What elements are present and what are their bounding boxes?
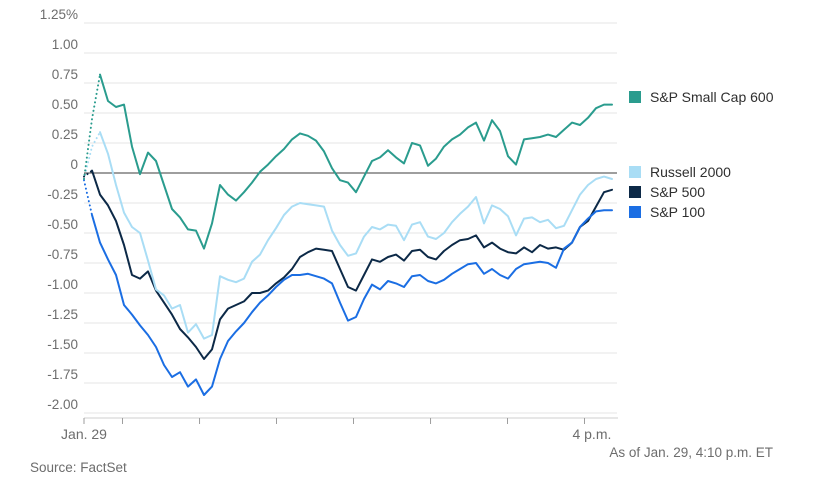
y-axis-tick-label: -2.00 xyxy=(47,397,78,412)
x-axis-label: 4 p.m. xyxy=(572,426,611,442)
y-axis-tick-label: 0.25 xyxy=(52,127,78,142)
legend-item-s-p-500: S&P 500 xyxy=(629,184,705,200)
legend-swatch-icon xyxy=(629,91,641,103)
y-axis-tick-label: 0.75 xyxy=(52,67,78,82)
legend-label: S&P 100 xyxy=(650,204,706,220)
series-line-dotted-s-p-500 xyxy=(83,169,93,178)
legend-swatch-icon xyxy=(629,186,641,198)
y-axis-tick-label: 1.25% xyxy=(40,7,78,22)
y-axis-tick-label: 0 xyxy=(70,157,78,172)
as-of-timestamp: As of Jan. 29, 4:10 p.m. ET xyxy=(609,445,773,460)
y-axis-tick-label: -0.50 xyxy=(47,217,78,232)
legend-label: S&P 500 xyxy=(650,184,706,200)
x-axis-label: Jan. 29 xyxy=(61,426,107,442)
legend-swatch-icon xyxy=(629,166,641,178)
y-axis-tick-label: -1.00 xyxy=(47,277,78,292)
series-line-dotted-s-p-100 xyxy=(83,179,93,216)
y-axis-tick-label: -1.50 xyxy=(47,337,78,352)
legend-label: Russell 2000 xyxy=(650,164,731,180)
series-line-s-p-500 xyxy=(91,169,613,360)
legend-item-russell-2000: Russell 2000 xyxy=(629,164,731,180)
series-line-s-p-small-cap-600 xyxy=(99,73,613,250)
legend-item-s-p-small-cap-600: S&P Small Cap 600 xyxy=(629,89,773,105)
source-note: Source: FactSet xyxy=(30,460,127,475)
legend-swatch-icon xyxy=(629,206,641,218)
series-line-s-p-100 xyxy=(91,209,613,396)
y-axis-tick-label: 1.00 xyxy=(52,37,78,52)
series-line-russell-2000 xyxy=(99,131,613,340)
y-axis-tick-label: -0.25 xyxy=(47,187,78,202)
legend-label: S&P Small Cap 600 xyxy=(650,89,774,105)
series-line-dotted-s-p-small-cap-600 xyxy=(83,73,101,180)
y-axis-tick-label: -1.25 xyxy=(47,307,78,322)
legend-item-s-p-100: S&P 100 xyxy=(629,204,705,220)
y-axis-tick-label: -1.75 xyxy=(47,367,78,382)
y-axis-tick-label: -0.75 xyxy=(47,247,78,262)
y-axis-tick-label: 0.50 xyxy=(52,97,78,112)
